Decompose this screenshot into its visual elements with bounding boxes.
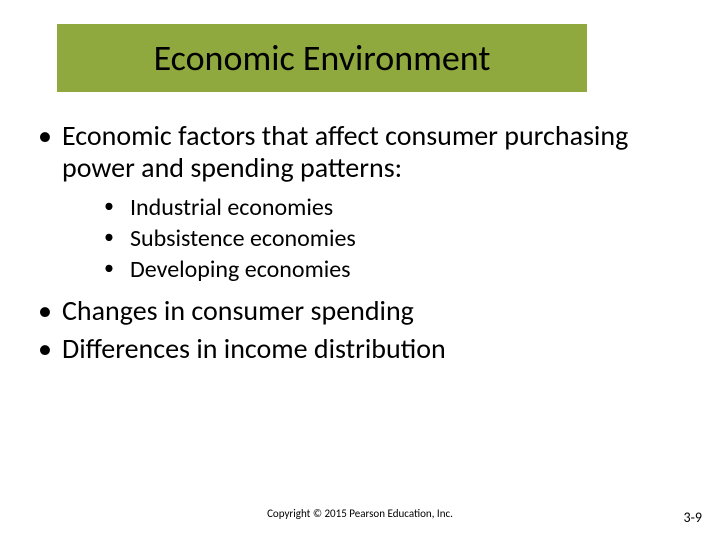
- copyright-text: Copyright © 2015 Pearson Education, Inc.: [0, 507, 720, 520]
- list-item: Subsistence economies: [62, 225, 690, 254]
- list-item: Developing economies: [62, 256, 690, 285]
- bullet-list-level2: Industrial economies Subsistence economi…: [62, 194, 690, 284]
- list-item: Economic factors that affect consumer pu…: [30, 120, 690, 285]
- title-band: Economic Environment: [57, 24, 587, 92]
- slide: Economic Environment Economic factors th…: [0, 0, 720, 540]
- list-item-text: Changes in consumer spending: [62, 293, 414, 328]
- list-item-text: Economic factors that affect consumer pu…: [62, 118, 628, 185]
- page-number: 3-9: [684, 509, 702, 526]
- slide-title: Economic Environment: [154, 36, 491, 80]
- list-item-text: Subsistence economies: [130, 224, 356, 253]
- content-area: Economic factors that affect consumer pu…: [30, 120, 690, 371]
- list-item-text: Industrial economies: [130, 193, 333, 222]
- list-item-text: Developing economies: [130, 255, 351, 284]
- list-item-text: Differences in income distribution: [62, 331, 446, 366]
- list-item: Differences in income distribution: [30, 333, 690, 365]
- bullet-list-level1: Economic factors that affect consumer pu…: [30, 120, 690, 365]
- list-item: Changes in consumer spending: [30, 295, 690, 327]
- list-item: Industrial economies: [62, 194, 690, 223]
